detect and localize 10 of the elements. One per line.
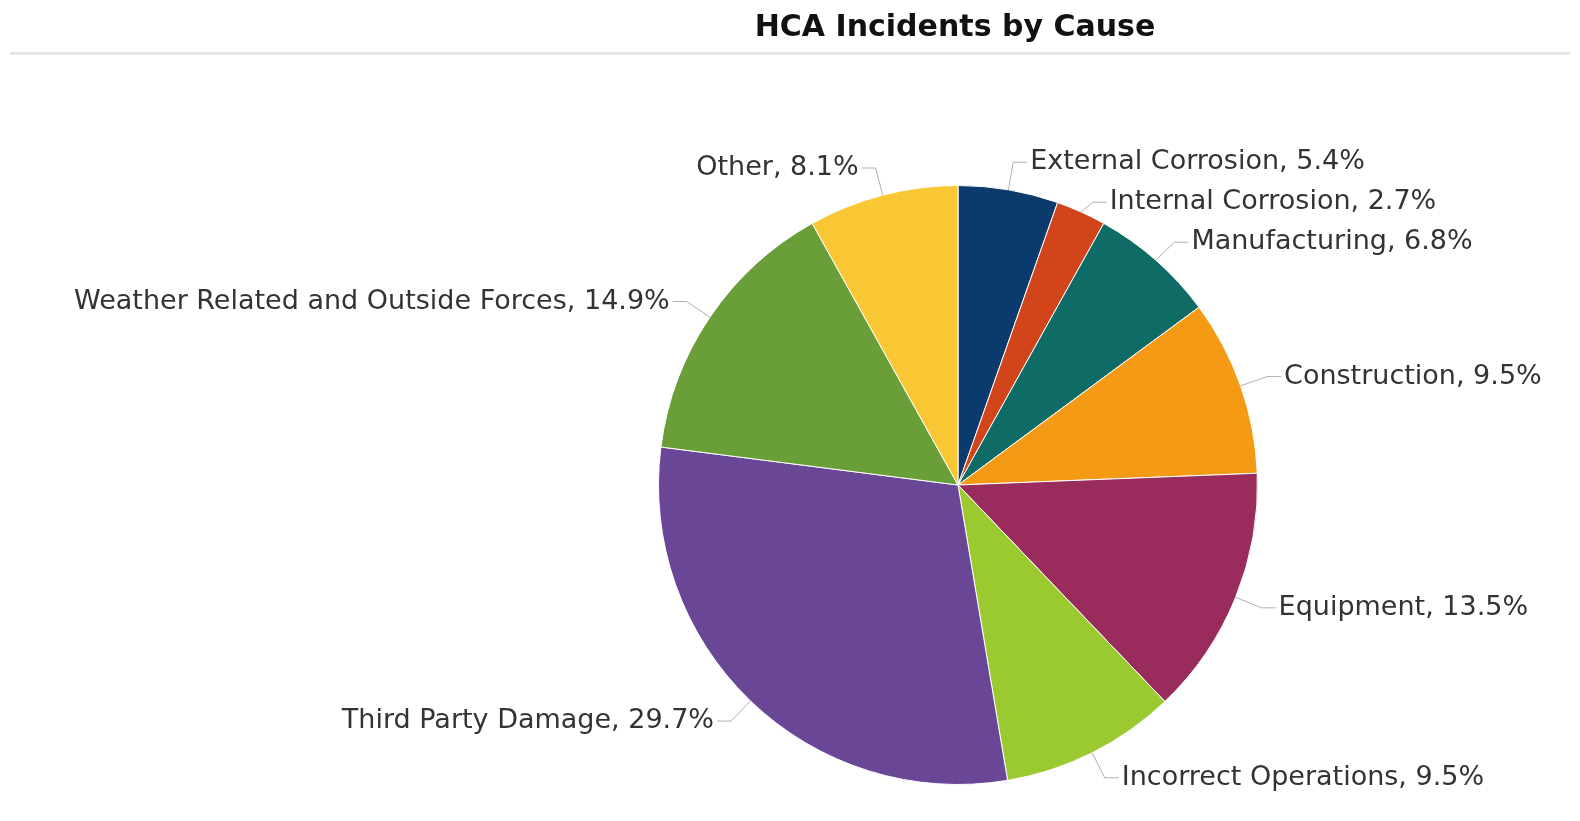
slice-label: External Corrosion, 5.4% (1030, 144, 1365, 176)
slice-label: Internal Corrosion, 2.7% (1109, 184, 1437, 216)
slice-label: Construction, 9.5% (1284, 358, 1542, 390)
chart-title: HCA Incidents by Cause (10, 0, 1570, 55)
slice-label: Manufacturing, 6.8% (1191, 224, 1473, 256)
slice-label: Incorrect Operations, 9.5% (1121, 759, 1485, 791)
slice-label: Weather Related and Outside Forces, 14.9% (74, 283, 670, 315)
slice-label: Third Party Damage, 29.7% (340, 703, 715, 735)
slice-label: Other, 8.1% (696, 150, 859, 182)
slice-label: Equipment, 13.5% (1278, 589, 1529, 621)
